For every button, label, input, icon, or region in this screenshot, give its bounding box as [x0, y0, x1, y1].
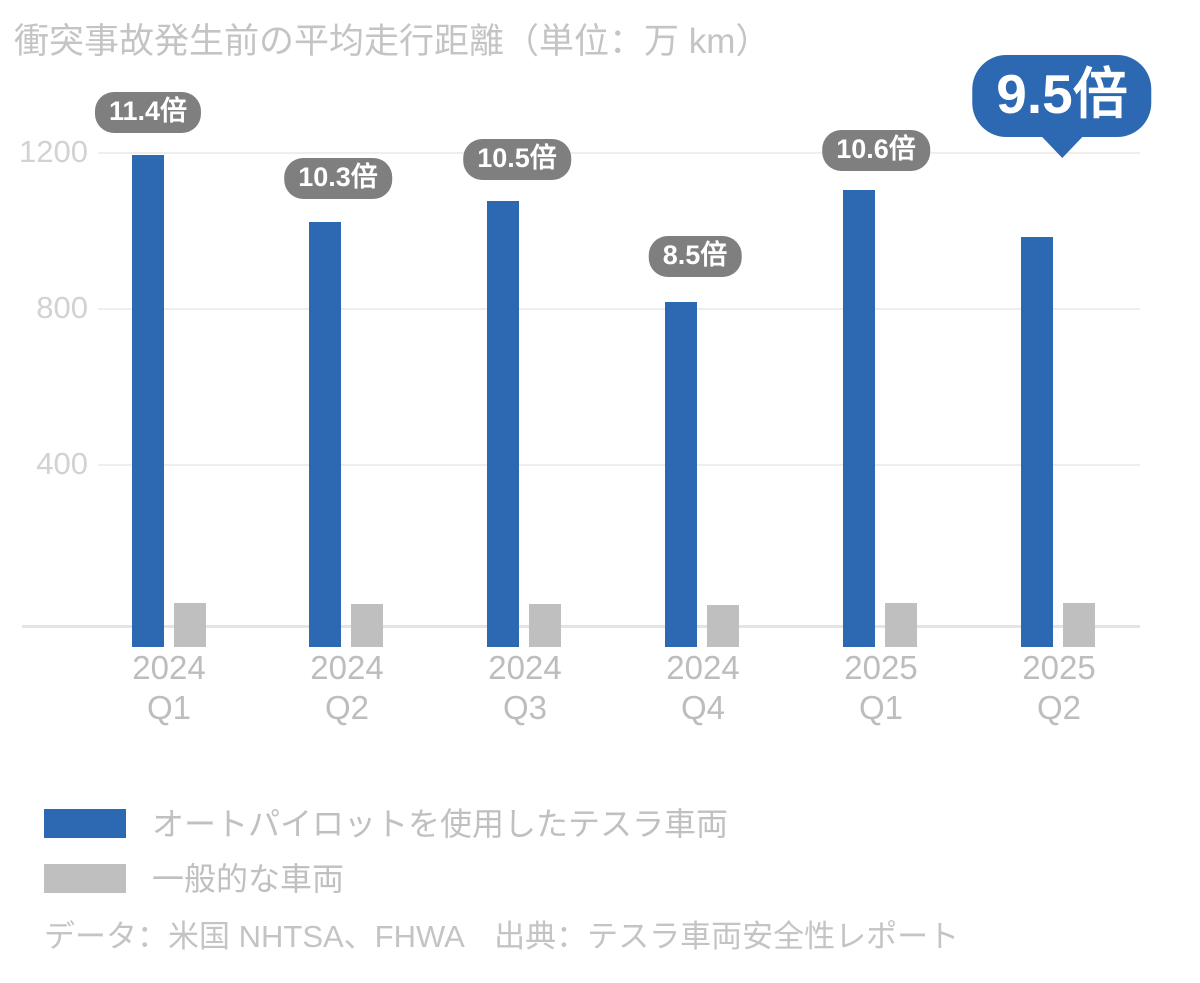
x-axis-label-year: 2024 — [488, 649, 562, 686]
source-note: データ：米国 NHTSA、FHWA 出典：テスラ車両安全性レポート — [44, 919, 960, 954]
bar-autopilot-2024q2[interactable] — [309, 222, 341, 647]
legend: オートパイロットを使用したテスラ車両 一般的な車両 — [44, 796, 728, 906]
plot-area: 1200 800 400 11.4倍 10.3倍 10.5倍 8.5倍 10.6… — [0, 55, 1200, 647]
callout-pointer-icon — [1041, 136, 1083, 158]
bar-autopilot-2024q1[interactable] — [132, 155, 164, 647]
ratio-badge-2024q1: 11.4倍 — [94, 92, 202, 133]
bar-autopilot-2025q1[interactable] — [843, 190, 875, 647]
bar-autopilot-2024q4[interactable] — [665, 302, 697, 647]
legend-label-autopilot: オートパイロットを使用したテスラ車両 — [152, 805, 729, 842]
x-axis-label-2024q3: 2024 Q3 — [435, 648, 615, 728]
ratio-badge-2024q4: 8.5倍 — [648, 236, 742, 277]
legend-item-autopilot[interactable]: オートパイロットを使用したテスラ車両 — [44, 796, 728, 851]
gridline-1200 — [98, 152, 1140, 154]
ratio-badge-2024q3: 10.5倍 — [463, 139, 571, 180]
x-axis-label-2025q1: 2025 Q1 — [791, 648, 971, 728]
bar-average-2024q3[interactable] — [529, 604, 561, 647]
bar-average-2024q1[interactable] — [174, 603, 206, 647]
legend-label-average: 一般的な車両 — [152, 860, 345, 897]
bar-average-2024q4[interactable] — [707, 605, 739, 647]
legend-item-average[interactable]: 一般的な車両 — [44, 851, 728, 906]
ratio-badge-highlight-label: 9.5倍 — [996, 63, 1128, 125]
page-title: 衝突事故発生前の平均走行距離（単位：万 km） — [14, 22, 771, 61]
ratio-badge-2025q1: 10.6倍 — [822, 130, 930, 171]
x-axis-line — [22, 625, 1140, 628]
legend-swatch-icon-average — [44, 864, 126, 893]
ratio-badge-2024q2: 10.3倍 — [284, 158, 392, 199]
y-tick-label-400: 400 — [36, 446, 88, 481]
y-tick-label-800: 800 — [36, 290, 88, 325]
bar-average-2025q1[interactable] — [885, 603, 917, 647]
x-axis-label-quarter: Q2 — [324, 689, 370, 726]
x-axis-label-2024q1: 2024 Q1 — [79, 648, 259, 728]
x-axis-label-quarter: Q3 — [502, 689, 548, 726]
x-axis-label-quarter: Q1 — [858, 689, 904, 726]
gridline-400 — [98, 464, 1140, 466]
gridline-800 — [98, 308, 1140, 310]
bar-average-2025q2[interactable] — [1063, 603, 1095, 647]
legend-swatch-icon-autopilot — [44, 809, 126, 838]
x-axis-label-year: 2024 — [132, 649, 206, 686]
x-axis-label-2025q2: 2025 Q2 — [969, 648, 1149, 728]
bar-autopilot-2025q2[interactable] — [1021, 237, 1053, 647]
bar-autopilot-2024q3[interactable] — [487, 201, 519, 647]
x-axis-label-2024q4: 2024 Q4 — [613, 648, 793, 728]
x-axis-label-2024q2: 2024 Q2 — [257, 648, 437, 728]
x-axis-label-quarter: Q4 — [680, 689, 726, 726]
ratio-badge-highlight-2025q2: 9.5倍 — [972, 55, 1152, 158]
x-axis-label-year: 2024 — [666, 649, 740, 686]
x-axis-label-quarter: Q1 — [146, 689, 192, 726]
x-axis-label-year: 2024 — [310, 649, 384, 686]
x-axis-label-quarter: Q2 — [1036, 689, 1082, 726]
x-axis-label-year: 2025 — [844, 649, 918, 686]
x-axis-label-year: 2025 — [1022, 649, 1096, 686]
y-tick-label-1200: 1200 — [19, 134, 88, 169]
bar-average-2024q2[interactable] — [351, 604, 383, 647]
